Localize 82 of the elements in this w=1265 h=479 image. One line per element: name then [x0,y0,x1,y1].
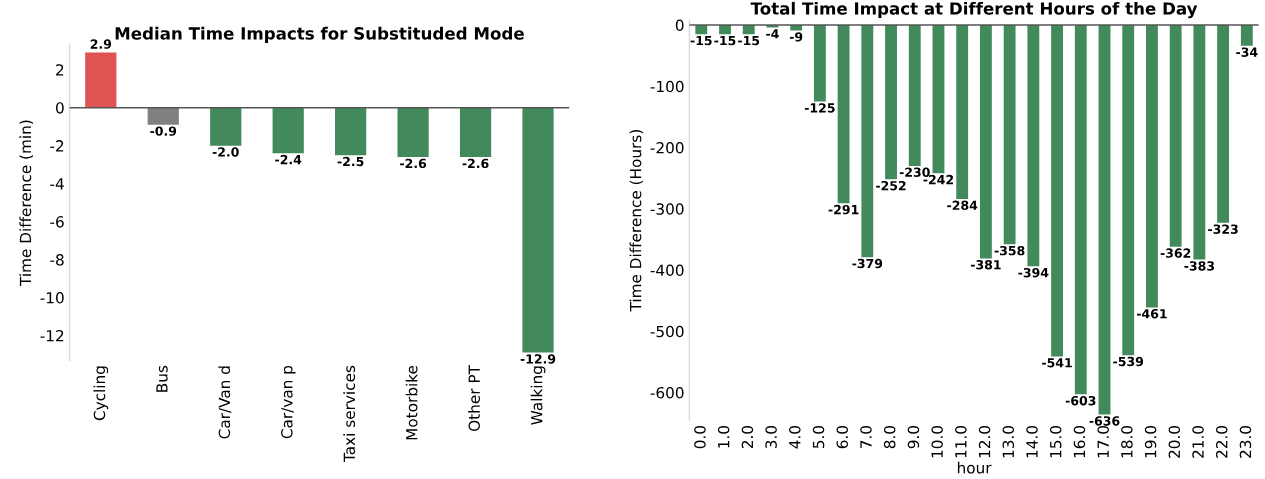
x-tick-label: Car/van p [281,365,296,439]
data-label: -125 [804,103,835,113]
x-tick-label: 16.0 [1073,425,1086,458]
x-tick-label: Cycling [93,366,109,421]
data-label: -323 [1208,224,1238,234]
x-tick-label: 20.0 [1168,425,1181,458]
y-tick-label: 2 [56,64,64,76]
data-label: -0.9 [150,126,177,136]
data-label: -394 [1018,267,1049,278]
data-label: -2.5 [337,156,364,167]
data-label: -541 [1042,358,1072,368]
x-tick-label: 18.0 [1121,425,1133,458]
x-tick-label: 12.0 [978,425,991,458]
data-label: -2.6 [400,158,427,169]
x-tick-label: Other PT [468,365,480,431]
y-tick-label: -10 [40,292,64,304]
y-tick-label: 0 [56,102,64,114]
x-tick-label: 9.0 [907,425,920,449]
y-tick-label: -200 [650,141,684,154]
data-label: -358 [994,245,1025,256]
data-label: -461 [1136,309,1167,319]
x-tick-label: 3.0 [765,425,777,449]
x-tick-label: 23.0 [1239,425,1252,458]
x-axis-title: hour [957,461,992,474]
data-label: -252 [876,180,906,191]
x-tick-label: 15.0 [1049,425,1062,458]
data-label: -284 [947,200,978,211]
x-tick-label: Bus [156,365,168,392]
data-label: -383 [1184,261,1215,271]
x-tick-label: 5.0 [812,425,825,449]
x-tick-label: 17.0 [1097,425,1109,458]
y-tick-label: 0 [675,19,684,32]
x-tick-label: 10.0 [931,425,943,458]
x-tick-label: Walking [530,366,546,425]
x-tick-label: 11.0 [955,425,967,458]
x-tick-label: 6.0 [836,425,849,449]
y-tick-label: -6 [50,216,64,228]
data-label: -381 [970,259,1001,270]
x-tick-label: 0.0 [694,425,706,449]
data-label: -2.4 [275,154,302,165]
chart-title: Median Time Impacts for Substituded Mode [115,26,524,43]
data-label: -15 [714,35,736,46]
x-tick-label: 7.0 [860,425,872,448]
data-label: -603 [1065,395,1096,406]
data-label: -34 [1236,47,1258,57]
x-tick-label: 8.0 [883,425,896,449]
chart-title: Total Time Impact at Different Hours of the Day [750,1,1198,19]
data-label: -636 [1089,416,1120,426]
y-tick-label: -2 [50,140,64,152]
data-label: -15 [738,35,760,46]
y-axis-title: Time Difference (Hours) [629,130,644,312]
y-tick-label: -12 [40,329,64,342]
x-tick-label: 14.0 [1026,425,1038,458]
data-label: -15 [690,35,712,46]
data-label: -4 [766,29,779,39]
data-label: -291 [828,204,859,215]
data-label: -362 [1160,248,1191,258]
x-tick-label: Taxi services [343,365,356,463]
x-tick-label: 13.0 [1002,425,1015,458]
y-tick-label: -4 [50,178,64,190]
data-label: -539 [1113,356,1144,367]
y-tick-label: -100 [650,80,684,93]
x-tick-label: 22.0 [1215,425,1228,458]
data-label: -9 [789,32,803,42]
x-tick-label: 2.0 [741,425,754,449]
data-label: -2.6 [462,158,489,169]
x-tick-label: Car/Van d [218,366,232,439]
y-tick-label: -600 [650,386,684,399]
data-label: 2.9 [90,39,112,49]
x-tick-label: Motorbike [405,365,418,440]
x-tick-label: 4.0 [789,425,801,449]
y-tick-label: -8 [50,254,64,266]
data-label: -12.9 [520,354,556,364]
x-tick-label: 1.0 [717,425,730,448]
data-label: -379 [852,258,883,269]
x-tick-label: 21.0 [1192,425,1204,458]
y-tick-label: -300 [650,203,684,215]
y-axis-title: Time Difference (min) [19,120,34,287]
y-tick-label: -400 [650,264,684,277]
y-tick-label: -500 [650,325,684,338]
x-tick-label: 19.0 [1144,425,1157,458]
data-label: -2.0 [212,147,239,157]
